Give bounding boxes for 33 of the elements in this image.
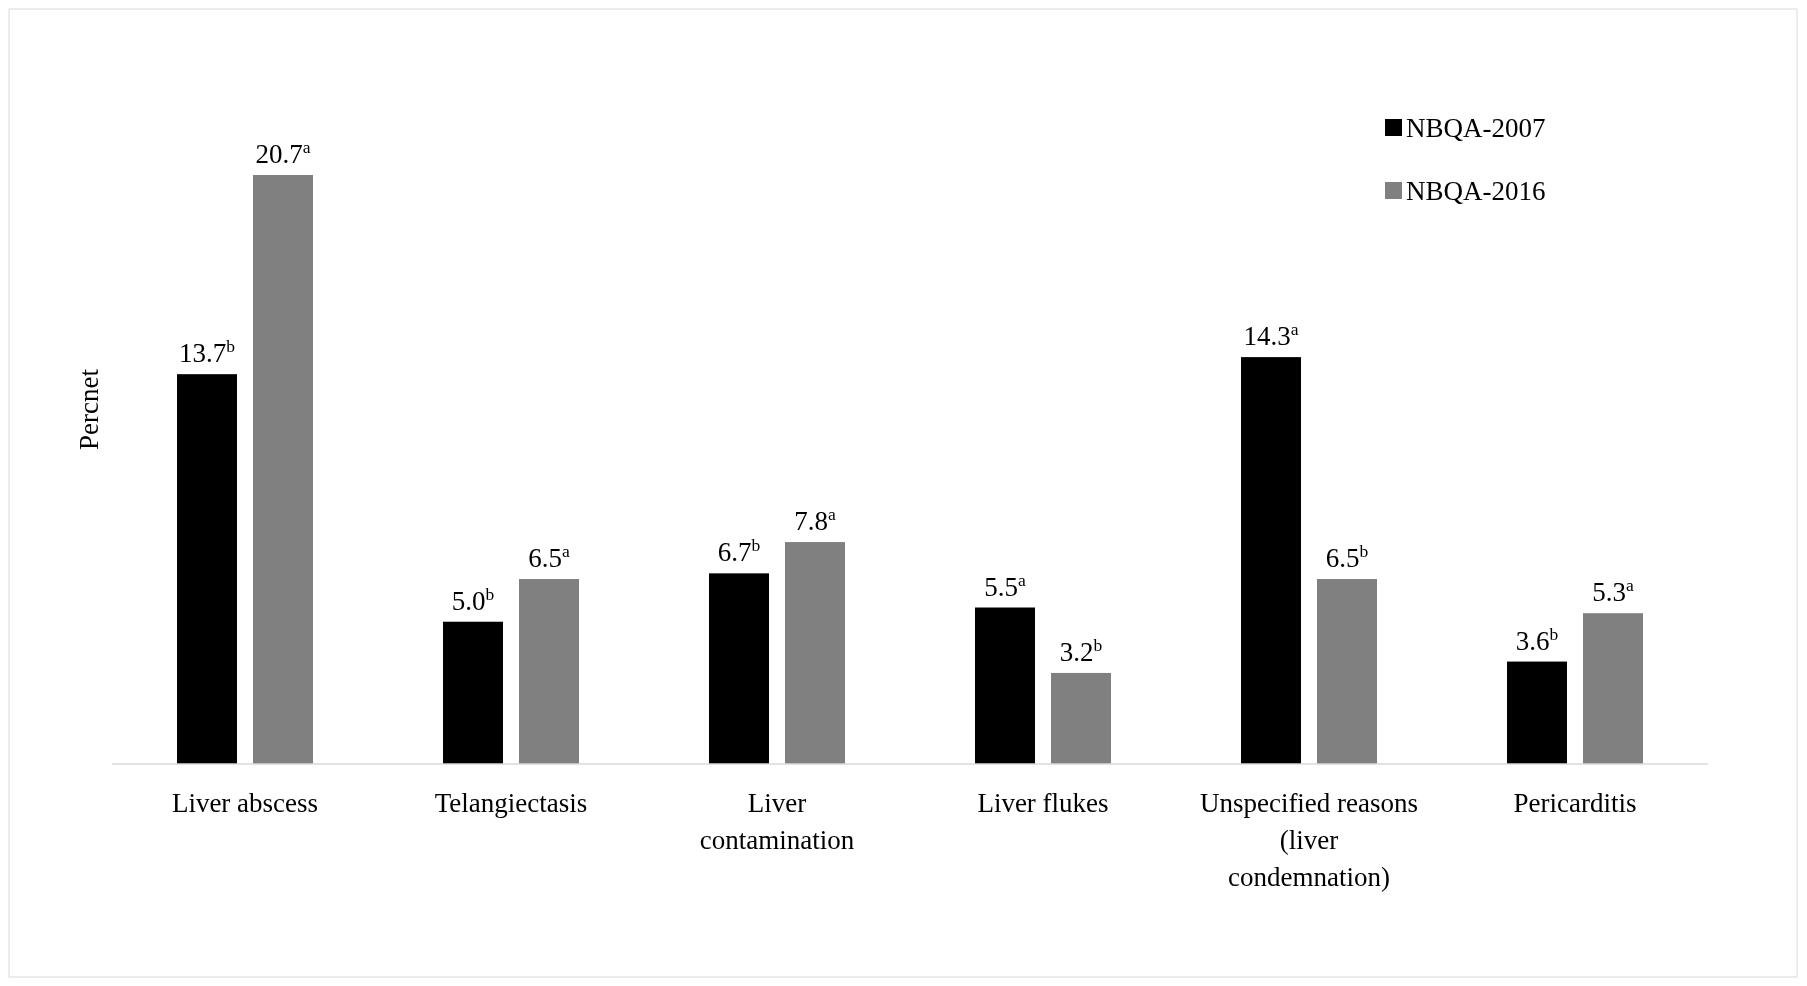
bar — [443, 621, 503, 764]
data-label: 14.3$^{a}$ — [1243, 319, 1299, 352]
data-label: 6.5$^{a}$ — [528, 541, 570, 574]
x-tick-label: Liver contamination — [699, 788, 855, 855]
bar — [1241, 357, 1301, 764]
data-label: 6.5$^{b}$ — [1325, 541, 1369, 574]
legend-label: NBQA-2007 — [1406, 113, 1546, 143]
x-tick-label: Liver flukes — [977, 788, 1109, 818]
bar — [709, 573, 769, 764]
bar — [1051, 672, 1111, 764]
bar — [519, 579, 579, 764]
data-label: 3.2$^{b}$ — [1059, 634, 1103, 667]
bar — [253, 175, 313, 764]
x-tick-label: Telangiectasis — [434, 788, 588, 818]
y-axis-title: Percnet — [74, 368, 104, 450]
data-label: 5.5$^{a}$ — [984, 569, 1026, 602]
bar — [785, 542, 845, 764]
data-label: 13.7$^{b}$ — [178, 336, 236, 369]
data-label: 5.0$^{b}$ — [451, 583, 495, 616]
bar — [1317, 579, 1377, 764]
bar — [1507, 661, 1567, 764]
bar — [975, 607, 1035, 764]
data-label: 7.8$^{a}$ — [794, 504, 836, 537]
data-label: 5.3$^{a}$ — [1592, 575, 1634, 608]
bar — [1583, 613, 1643, 764]
data-label: 20.7$^{a}$ — [255, 137, 311, 169]
x-tick-label: Unspecified reasons (liver condemnation) — [1199, 788, 1419, 892]
bar — [177, 374, 237, 764]
data-label: 3.6$^{b}$ — [1515, 623, 1559, 656]
x-tick-label: Liver abscess — [171, 788, 319, 818]
data-label: 6.7$^{b}$ — [717, 535, 761, 568]
legend-label: NBQA-2016 — [1406, 176, 1546, 206]
x-tick-label: Pericarditis — [1513, 788, 1637, 818]
